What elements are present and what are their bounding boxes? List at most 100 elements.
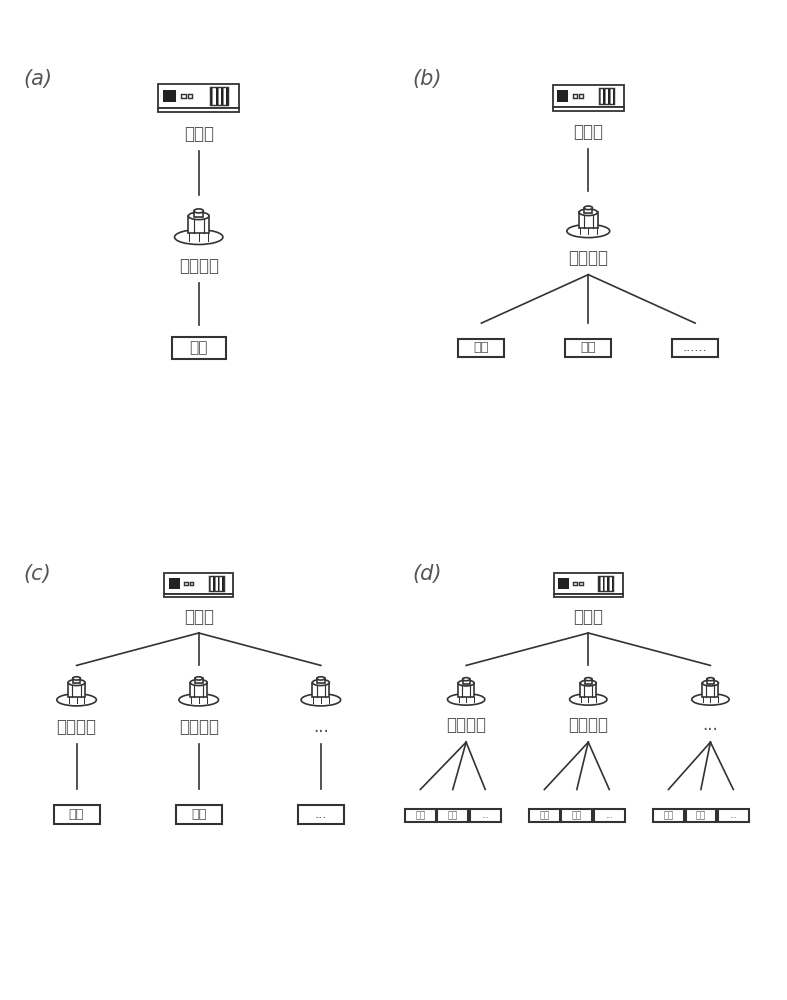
Text: 主控器: 主控器 xyxy=(183,608,214,626)
Text: 车道: 车道 xyxy=(191,808,206,821)
Bar xyxy=(218,576,220,591)
Bar xyxy=(600,88,604,104)
Bar xyxy=(210,87,212,105)
Bar xyxy=(158,108,239,112)
Bar xyxy=(610,88,612,104)
Ellipse shape xyxy=(692,694,729,705)
Bar xyxy=(216,87,217,105)
Bar xyxy=(653,809,684,822)
Bar xyxy=(598,576,600,591)
Bar xyxy=(168,578,179,589)
Bar xyxy=(222,576,224,591)
Ellipse shape xyxy=(301,694,341,706)
Text: 车道: 车道 xyxy=(663,811,674,820)
Bar xyxy=(603,576,604,591)
Text: ...: ... xyxy=(482,811,490,820)
Text: 激光雷达: 激光雷达 xyxy=(57,718,97,736)
Text: (d): (d) xyxy=(412,564,442,584)
Ellipse shape xyxy=(68,680,85,686)
Bar xyxy=(609,576,611,591)
Ellipse shape xyxy=(585,678,592,681)
Bar xyxy=(685,809,716,822)
Bar xyxy=(584,208,593,213)
Bar xyxy=(579,212,597,228)
Ellipse shape xyxy=(312,680,330,686)
Text: ...: ... xyxy=(703,716,719,734)
Bar xyxy=(552,85,624,107)
Bar xyxy=(213,576,215,591)
Bar xyxy=(578,94,582,98)
Bar xyxy=(158,84,239,108)
Bar xyxy=(561,809,592,822)
Bar xyxy=(612,88,614,104)
Bar xyxy=(438,809,468,822)
Bar xyxy=(164,594,233,597)
Ellipse shape xyxy=(195,677,202,680)
Bar xyxy=(209,576,210,591)
Text: 主控器: 主控器 xyxy=(573,123,604,141)
Bar xyxy=(608,576,609,591)
Ellipse shape xyxy=(179,694,219,706)
Bar xyxy=(176,805,222,824)
Text: 车道: 车道 xyxy=(581,341,596,354)
Bar xyxy=(554,594,623,597)
Bar xyxy=(599,88,614,104)
Text: 车道: 车道 xyxy=(474,341,490,354)
Bar xyxy=(470,809,501,822)
Bar xyxy=(190,683,207,697)
Bar xyxy=(181,94,186,98)
Text: (c): (c) xyxy=(23,564,51,584)
Ellipse shape xyxy=(188,212,209,220)
Bar xyxy=(580,683,597,697)
Text: 激光雷达: 激光雷达 xyxy=(179,257,219,275)
Bar xyxy=(600,576,603,591)
Ellipse shape xyxy=(317,677,325,680)
Ellipse shape xyxy=(72,677,80,680)
Bar xyxy=(558,578,569,589)
Bar xyxy=(190,582,194,585)
Bar xyxy=(529,809,560,822)
Bar xyxy=(565,339,611,357)
Ellipse shape xyxy=(707,678,714,681)
Ellipse shape xyxy=(570,694,607,705)
Bar xyxy=(210,576,213,591)
Ellipse shape xyxy=(175,230,223,244)
Ellipse shape xyxy=(190,680,207,686)
Text: 主控器: 主控器 xyxy=(573,608,604,626)
Text: 主控器: 主控器 xyxy=(183,125,214,143)
Ellipse shape xyxy=(567,225,610,238)
Bar xyxy=(223,87,226,105)
Bar xyxy=(585,679,592,684)
Ellipse shape xyxy=(702,680,719,686)
Text: (a): (a) xyxy=(23,69,52,89)
Bar xyxy=(194,211,203,217)
Text: 激光雷达: 激光雷达 xyxy=(568,716,608,734)
Bar xyxy=(212,87,216,105)
Bar xyxy=(172,337,226,359)
Bar xyxy=(188,216,209,233)
Bar xyxy=(164,573,233,594)
Ellipse shape xyxy=(458,680,475,686)
Bar xyxy=(599,88,600,104)
Bar xyxy=(226,87,228,105)
Bar xyxy=(195,678,202,683)
Bar xyxy=(184,582,187,585)
Bar xyxy=(72,678,80,683)
Bar xyxy=(672,339,719,357)
Bar xyxy=(554,573,623,594)
Bar xyxy=(573,94,577,98)
Bar xyxy=(68,683,85,697)
Bar xyxy=(458,683,475,697)
Text: 车道: 车道 xyxy=(190,340,208,355)
Bar xyxy=(718,809,748,822)
Bar xyxy=(210,87,228,105)
Bar xyxy=(215,576,218,591)
Text: 车道: 车道 xyxy=(571,811,582,820)
Text: ...: ... xyxy=(315,808,327,821)
Text: 激光雷达: 激光雷达 xyxy=(446,716,486,734)
Text: ...: ... xyxy=(605,811,613,820)
Bar xyxy=(604,88,605,104)
Bar xyxy=(579,582,583,585)
Bar xyxy=(164,90,176,102)
Ellipse shape xyxy=(448,694,485,705)
